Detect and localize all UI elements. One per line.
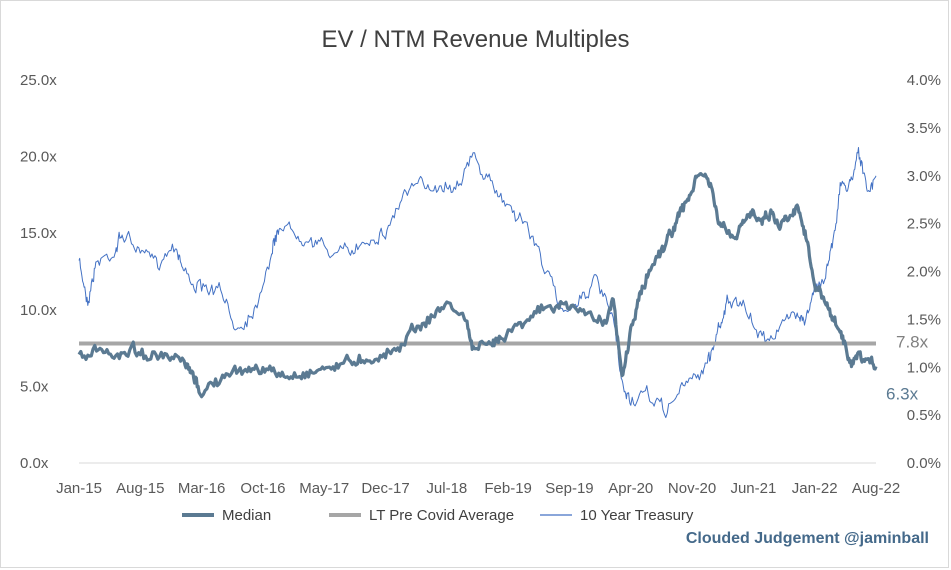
x-tick-label: Mar-16 [178, 480, 226, 497]
y-right-tick-label: 4.0% [907, 72, 941, 89]
x-tick-label: Jan-15 [56, 480, 102, 497]
legend: Median LT Pre Covid Average 10 Year Treasu… [182, 507, 694, 524]
median-end-label: 6.3x [886, 384, 919, 403]
end-labels: 6.3x 7.8x [886, 333, 929, 404]
chart-title: EV / NTM Revenue Multiples [321, 26, 630, 53]
y-left-tick-label: 0.0x [20, 455, 49, 472]
y-left-tick-label: 10.0x [20, 302, 57, 319]
x-tick-label: Oct-16 [240, 480, 285, 497]
y-right-tick-label: 0.0% [907, 455, 941, 472]
average-end-label: 7.8x [896, 333, 929, 352]
y-right-tick-label: 3.0% [907, 168, 941, 185]
x-tick-label: May-17 [299, 480, 349, 497]
y-left-tick-label: 15.0x [20, 225, 57, 242]
y-left-tick-label: 20.0x [20, 149, 57, 166]
y-right-tick-label: 2.0% [907, 264, 941, 281]
right-axis: 0.0% 0.5% 1.0% 1.5% 2.0% 2.5% 3.0% 3.5% 4.0% [907, 72, 941, 472]
x-tick-label: Aug-15 [116, 480, 164, 497]
x-tick-label: Dec-17 [361, 480, 409, 497]
legend-median-label: Median [222, 507, 271, 524]
y-right-tick-label: 1.0% [907, 359, 941, 376]
x-tick-label: Nov-20 [668, 480, 716, 497]
x-tick-label: Sep-19 [545, 480, 593, 497]
credit-text: Clouded Judgement @jaminball [685, 530, 929, 547]
left-axis: 0.0x 5.0x 10.0x 15.0x 20.0x 25.0x [20, 72, 57, 472]
y-right-tick-label: 0.5% [907, 407, 941, 424]
legend-average-label: LT Pre Covid Average [369, 507, 514, 524]
y-left-tick-label: 5.0x [20, 378, 49, 395]
y-left-tick-label: 25.0x [20, 72, 57, 89]
x-tick-label: Jul-18 [426, 480, 467, 497]
x-axis: Jan-15 Aug-15 Mar-16 Oct-16 May-17 Dec-17 Jul-… [56, 462, 900, 497]
x-tick-label: Jan-22 [792, 480, 838, 497]
y-right-tick-label: 3.5% [907, 120, 941, 137]
median-line [77, 172, 878, 399]
x-tick-label: Feb-19 [484, 480, 532, 497]
y-right-tick-label: 2.5% [907, 216, 941, 233]
treasury-line [78, 147, 877, 419]
plot-area [77, 147, 878, 419]
x-tick-label: Aug-22 [852, 480, 900, 497]
x-tick-label: Apr-20 [608, 480, 653, 497]
x-tick-label: Jun-21 [730, 480, 776, 497]
legend-treasury-label: 10 Year Treasury [580, 507, 694, 524]
y-right-tick-label: 1.5% [907, 311, 941, 328]
